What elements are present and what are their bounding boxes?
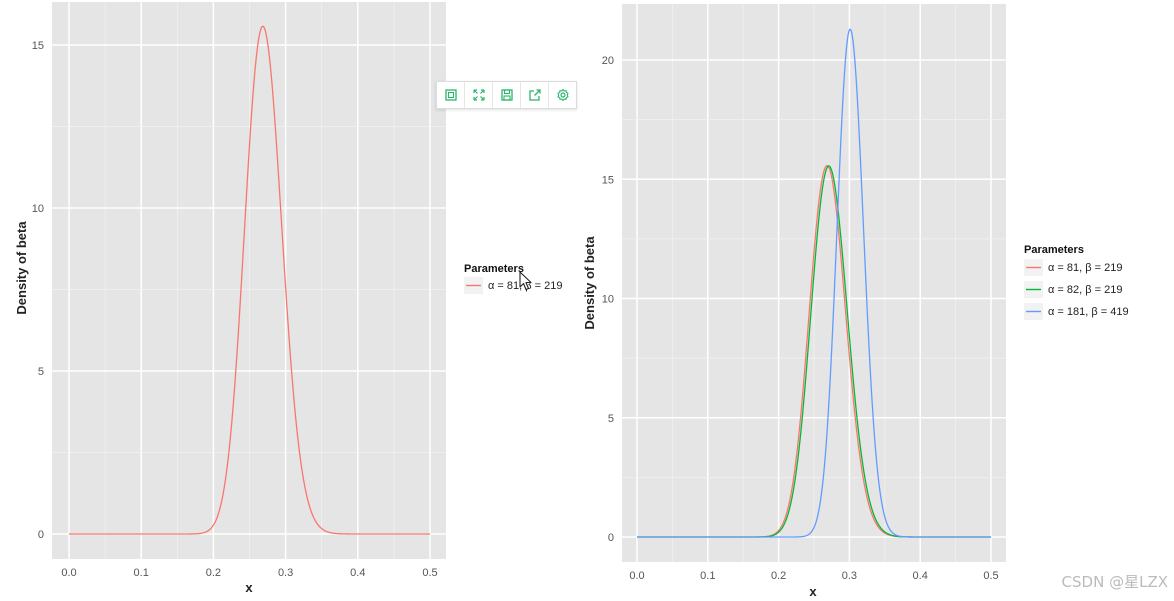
save-icon bbox=[500, 89, 513, 101]
y-axis-title: Density of beta bbox=[582, 236, 597, 330]
chart-toolbar bbox=[436, 81, 577, 109]
x-tick-label: 0.4 bbox=[913, 570, 928, 582]
frame-button[interactable] bbox=[437, 82, 465, 108]
legend-label: α = 82, β = 219 bbox=[1048, 284, 1122, 296]
left-chart: 0.0 0.1 0.2 0.3 0.4 0.5 0 5 10 15 x Density of be… bbox=[14, 2, 562, 595]
legend: α = 81, β = 219 bbox=[464, 277, 562, 294]
legend-title: Parameters bbox=[1024, 244, 1084, 256]
y-tick-label: 0 bbox=[608, 532, 614, 544]
tick-labels: 0.0 0.1 0.2 0.3 0.4 0.5 0 5 10 15 bbox=[32, 40, 438, 579]
watermark: CSDN @星LZX bbox=[1062, 573, 1168, 591]
mouse-cursor-icon bbox=[519, 271, 532, 291]
x-tick-label: 0.1 bbox=[700, 570, 715, 582]
density-curves bbox=[637, 28, 991, 538]
x-tick-label: 0.5 bbox=[983, 570, 998, 582]
y-tick-label: 15 bbox=[602, 174, 614, 186]
y-tick-label: 5 bbox=[608, 413, 614, 425]
save-button[interactable] bbox=[493, 82, 521, 108]
frame-icon bbox=[444, 89, 457, 101]
expand-icon bbox=[472, 89, 485, 101]
y-axis-title: Density of beta bbox=[14, 221, 29, 315]
x-tick-label: 0.0 bbox=[61, 567, 76, 579]
plot-background bbox=[52, 2, 446, 559]
gridlines bbox=[622, 4, 1006, 562]
legend-title: Parameters bbox=[464, 263, 524, 275]
legend-label: α = 81, β = 219 bbox=[1048, 262, 1122, 274]
expand-button[interactable] bbox=[465, 82, 493, 108]
gridlines bbox=[52, 2, 446, 559]
x-tick-label: 0.3 bbox=[278, 567, 293, 579]
y-tick-label: 10 bbox=[602, 294, 614, 306]
share-button[interactable] bbox=[521, 82, 549, 108]
y-tick-label: 5 bbox=[38, 366, 44, 378]
x-tick-label: 0.1 bbox=[134, 567, 149, 579]
gear-icon bbox=[556, 88, 569, 102]
y-tick-label: 0 bbox=[38, 529, 44, 541]
series-line-1 bbox=[69, 25, 430, 535]
tick-labels: 0.0 0.1 0.2 0.3 0.4 0.5 0 5 10 15 20 bbox=[602, 55, 999, 582]
x-tick-label: 0.4 bbox=[350, 567, 365, 579]
right-chart: 0.0 0.1 0.2 0.3 0.4 0.5 0 5 10 15 20 x Density of … bbox=[582, 4, 1129, 599]
y-tick-label: 15 bbox=[32, 40, 44, 52]
x-tick-label: 0.5 bbox=[422, 567, 437, 579]
y-tick-label: 20 bbox=[602, 55, 614, 67]
legend: α = 81, β = 219 α = 82, β = 219 α = 181, β… bbox=[1024, 259, 1129, 320]
share-icon bbox=[528, 89, 541, 101]
series-line-3 bbox=[637, 28, 991, 538]
x-tick-label: 0.2 bbox=[771, 570, 786, 582]
y-tick-label: 10 bbox=[32, 203, 44, 215]
x-tick-label: 0.3 bbox=[842, 570, 857, 582]
density-curves bbox=[69, 25, 430, 535]
x-tick-label: 0.2 bbox=[206, 567, 221, 579]
x-axis-title: x bbox=[245, 580, 253, 595]
x-tick-label: 0.0 bbox=[629, 570, 644, 582]
x-axis-title: x bbox=[809, 584, 817, 599]
gear-button[interactable] bbox=[549, 82, 576, 108]
legend-label: α = 181, β = 419 bbox=[1048, 306, 1129, 318]
